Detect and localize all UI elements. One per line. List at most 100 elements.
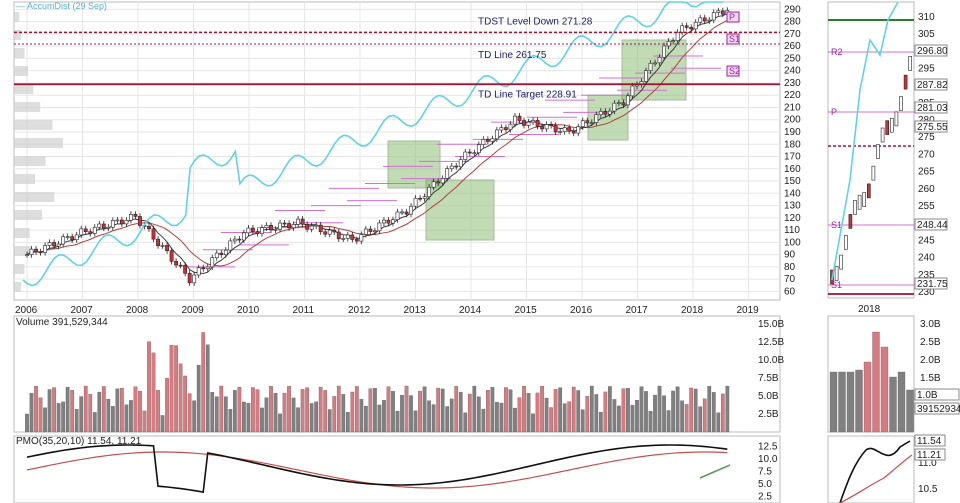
candle-body bbox=[110, 220, 115, 228]
inset-price-box bbox=[914, 44, 948, 57]
y-tick-label: 290 bbox=[784, 4, 801, 15]
y-tick-label: 170 bbox=[784, 152, 801, 163]
volume-bar bbox=[517, 397, 522, 433]
inset-pmo-tick: 11.0 bbox=[918, 458, 937, 469]
volume-bar bbox=[373, 388, 377, 433]
candle-body bbox=[445, 168, 450, 179]
candle-body bbox=[675, 32, 680, 41]
inset-pmo-value: 11.54 bbox=[917, 436, 942, 447]
candle-body bbox=[345, 234, 350, 239]
trend-arrow bbox=[699, 464, 731, 479]
volume-bar bbox=[526, 393, 531, 433]
volume-bar bbox=[210, 392, 215, 433]
volume-bar bbox=[467, 393, 472, 433]
volume-bar bbox=[458, 392, 463, 433]
y-tick-label: 280 bbox=[784, 17, 801, 28]
volume-bar bbox=[251, 387, 255, 433]
candle-body bbox=[467, 151, 472, 154]
candle-body bbox=[485, 139, 490, 142]
volume-bar bbox=[120, 388, 124, 433]
candle-body bbox=[531, 120, 535, 123]
inset-pmo-box bbox=[914, 448, 946, 461]
candle-body bbox=[693, 21, 698, 30]
volume-bar bbox=[314, 401, 319, 433]
candle-body bbox=[156, 238, 160, 246]
inset-y-tick: 230 bbox=[918, 287, 935, 298]
candle-body bbox=[540, 126, 544, 130]
inset-volume-bar bbox=[863, 361, 872, 433]
volume-bar bbox=[323, 390, 328, 433]
candle-body bbox=[83, 228, 88, 232]
volume-bar bbox=[70, 390, 75, 433]
volume-bar bbox=[589, 385, 594, 433]
inset-candle bbox=[876, 144, 880, 159]
candle-body bbox=[549, 124, 554, 126]
candle-body bbox=[458, 159, 463, 168]
volume-bar bbox=[205, 344, 210, 433]
volume-bar bbox=[345, 412, 350, 433]
candle-body bbox=[359, 234, 364, 242]
candle-body bbox=[476, 144, 481, 154]
volume-bar bbox=[65, 386, 70, 433]
volume-tick-label: 15.0B bbox=[758, 319, 784, 330]
candle-body bbox=[124, 220, 129, 225]
y-tick-label: 140 bbox=[784, 188, 801, 199]
volume-bar bbox=[242, 401, 246, 433]
inset-y-tick: 310 bbox=[918, 12, 935, 23]
pmo-tick-label: 7.5 bbox=[758, 467, 772, 478]
volume-bar bbox=[47, 389, 52, 433]
candle-body bbox=[707, 19, 712, 22]
volume-bar bbox=[377, 404, 382, 433]
pmo-tick-label: 5.0 bbox=[758, 479, 772, 490]
candle-body bbox=[205, 266, 210, 269]
volume-bar bbox=[246, 403, 251, 433]
volume-bar bbox=[544, 397, 549, 433]
candle-body bbox=[517, 115, 522, 121]
y-tick-label: 80 bbox=[784, 262, 796, 273]
volume-bar bbox=[698, 406, 703, 433]
inset-volume-bar bbox=[838, 371, 846, 433]
x-tick-label: 2008 bbox=[126, 305, 149, 316]
volume-bar bbox=[662, 395, 666, 433]
x-tick-label: 2009 bbox=[182, 305, 205, 316]
volume-bar bbox=[359, 399, 364, 433]
candle-body bbox=[427, 186, 432, 198]
volume-bar bbox=[693, 388, 698, 433]
volume-bar bbox=[418, 390, 422, 433]
inset-price-label: 287.82 bbox=[917, 80, 948, 91]
volume-title: Volume 391,529,344 bbox=[16, 317, 108, 328]
candle-body bbox=[671, 40, 676, 42]
candle-body bbox=[106, 226, 111, 229]
inset-price-panel bbox=[827, 1, 915, 299]
annotation-tdline: TD Line 261.75 bbox=[478, 50, 547, 61]
volume-bar bbox=[707, 386, 712, 433]
volume-bar bbox=[513, 407, 517, 433]
candle-body bbox=[43, 245, 47, 253]
candle-body bbox=[29, 248, 34, 255]
volume-bar bbox=[395, 410, 400, 433]
candle-body bbox=[88, 231, 93, 234]
volume-bar bbox=[192, 400, 197, 433]
y-tick-label: 210 bbox=[784, 102, 801, 113]
x-tick-label: 2014 bbox=[459, 305, 482, 316]
legend-accumdist: — AccumDist (29 Sep) bbox=[16, 1, 107, 11]
candle-body bbox=[404, 211, 409, 215]
volume-bar bbox=[61, 401, 65, 433]
x-tick-label: 2007 bbox=[71, 305, 94, 316]
consolidation-box bbox=[587, 94, 629, 141]
pivot-tag bbox=[726, 33, 740, 45]
volume-by-price-bar bbox=[14, 210, 42, 220]
inset-candle bbox=[862, 192, 867, 207]
candle-body bbox=[300, 218, 305, 225]
inset-candle bbox=[908, 56, 913, 71]
y-tick-label: 190 bbox=[784, 127, 801, 138]
volume-bar bbox=[427, 400, 431, 433]
candle-body bbox=[269, 225, 273, 231]
candle-body bbox=[97, 223, 102, 228]
candle-body bbox=[273, 229, 278, 231]
volume-bar bbox=[214, 396, 219, 433]
volume-bar bbox=[409, 395, 413, 433]
inset-pmo-line bbox=[839, 440, 911, 503]
volume-bar bbox=[332, 396, 337, 433]
